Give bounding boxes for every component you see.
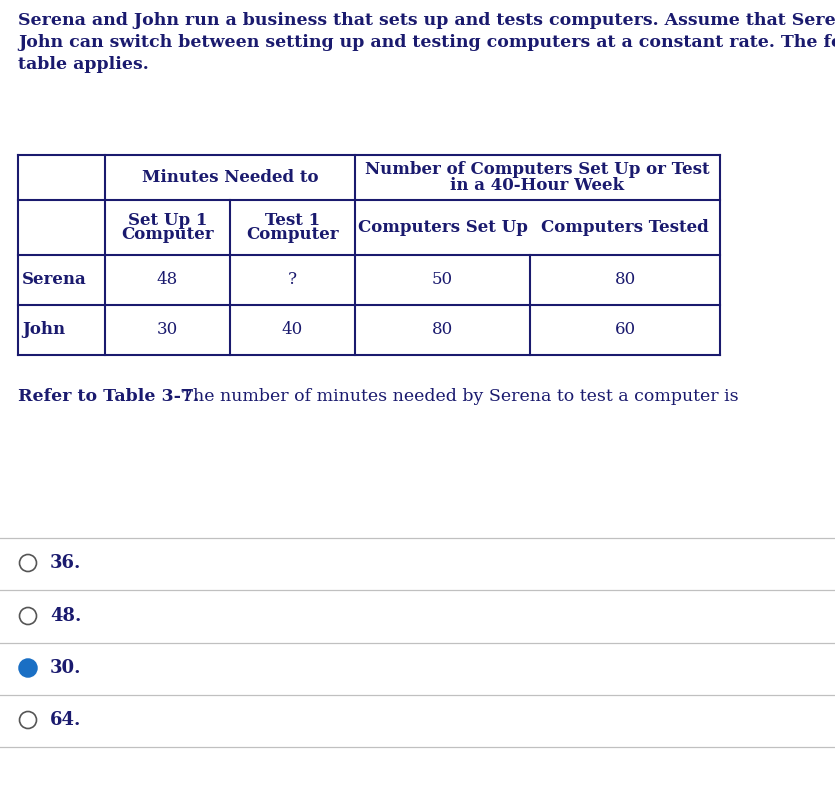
Text: Computer: Computer — [121, 226, 214, 243]
Text: 80: 80 — [615, 271, 635, 288]
Circle shape — [19, 608, 37, 625]
Text: Serena: Serena — [22, 271, 87, 288]
Text: Computers Set Up: Computers Set Up — [357, 219, 528, 236]
Text: table applies.: table applies. — [18, 56, 149, 73]
Text: John can switch between setting up and testing computers at a constant rate. The: John can switch between setting up and t… — [18, 34, 835, 51]
Text: The number of minutes needed by Serena to test a computer is: The number of minutes needed by Serena t… — [176, 388, 739, 405]
Text: Test 1: Test 1 — [265, 212, 320, 229]
Text: 48.: 48. — [50, 607, 81, 625]
Text: Computer: Computer — [246, 226, 339, 243]
Text: John: John — [22, 322, 65, 339]
Text: in a 40-Hour Week: in a 40-Hour Week — [450, 177, 625, 194]
Text: Computers Tested: Computers Tested — [541, 219, 709, 236]
Text: ?: ? — [288, 271, 297, 288]
Text: 30.: 30. — [50, 659, 82, 677]
Circle shape — [19, 712, 37, 729]
Text: Number of Computers Set Up or Test: Number of Computers Set Up or Test — [365, 161, 710, 178]
Text: 50: 50 — [432, 271, 453, 288]
Circle shape — [19, 659, 37, 676]
Text: Refer to Table 3-7.: Refer to Table 3-7. — [18, 388, 199, 405]
Text: 60: 60 — [615, 322, 635, 339]
Text: 80: 80 — [432, 322, 453, 339]
Text: Minutes Needed to: Minutes Needed to — [142, 169, 318, 186]
Text: 36.: 36. — [50, 554, 81, 572]
Circle shape — [19, 554, 37, 571]
Text: 48: 48 — [157, 271, 178, 288]
Text: 40: 40 — [282, 322, 303, 339]
Text: 30: 30 — [157, 322, 178, 339]
Text: Serena and John run a business that sets up and tests computers. Assume that Ser: Serena and John run a business that sets… — [18, 12, 835, 29]
Text: 64.: 64. — [50, 711, 81, 729]
Text: Set Up 1: Set Up 1 — [128, 212, 207, 229]
